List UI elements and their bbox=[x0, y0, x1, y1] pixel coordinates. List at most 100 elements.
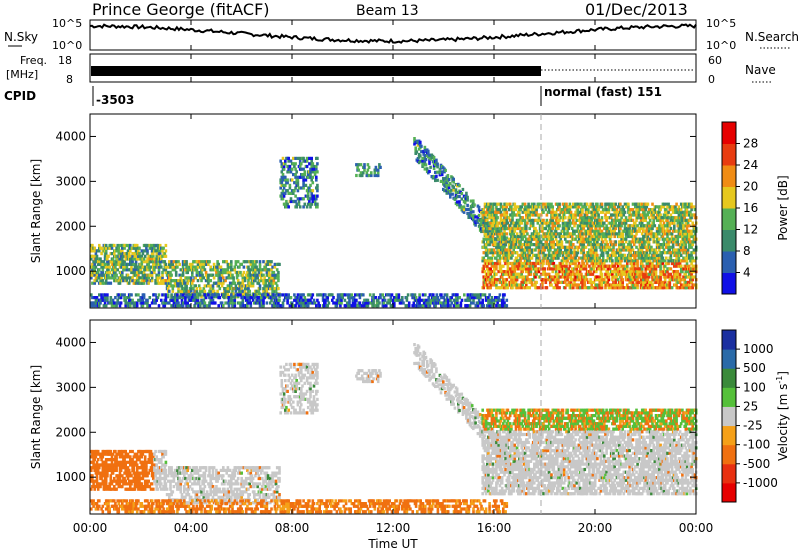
power-cell bbox=[513, 229, 517, 233]
power-cell bbox=[142, 296, 146, 300]
power-cell bbox=[535, 280, 538, 284]
power-cell bbox=[573, 253, 576, 257]
power-cell bbox=[554, 270, 558, 274]
power-cell bbox=[495, 280, 498, 284]
power-cell bbox=[284, 178, 287, 182]
power-cell bbox=[566, 245, 569, 249]
power-cell bbox=[90, 246, 93, 250]
power-cell bbox=[622, 213, 626, 217]
power-cell bbox=[395, 293, 398, 297]
power-cell bbox=[505, 202, 509, 206]
power-cell bbox=[583, 280, 587, 284]
power-cell bbox=[254, 270, 257, 275]
power-cell bbox=[141, 252, 145, 256]
power-cell bbox=[254, 293, 257, 297]
power-cell bbox=[521, 283, 525, 287]
power-cell bbox=[596, 240, 599, 244]
power-cell bbox=[569, 240, 573, 244]
power-cell bbox=[626, 229, 629, 233]
power-cell bbox=[523, 218, 527, 222]
power-cell bbox=[551, 208, 554, 212]
power-cell bbox=[272, 281, 276, 285]
power-cell bbox=[415, 150, 419, 154]
power-cell bbox=[528, 280, 531, 284]
cpid-value-2: normal (fast) 151 bbox=[544, 85, 662, 99]
power-cell bbox=[294, 173, 297, 177]
power-cell bbox=[531, 264, 535, 268]
power-cell bbox=[185, 262, 188, 266]
power-cell bbox=[258, 260, 262, 264]
power-cell bbox=[436, 170, 439, 174]
power-cell bbox=[169, 276, 172, 280]
power-cell bbox=[632, 237, 636, 241]
power-cell bbox=[630, 270, 634, 274]
power-cell bbox=[591, 243, 595, 247]
power-cell bbox=[580, 202, 583, 206]
power-cell bbox=[172, 301, 176, 305]
power-cell bbox=[592, 240, 596, 244]
power-cell bbox=[106, 296, 109, 300]
power-cell bbox=[351, 301, 355, 305]
power-cell bbox=[467, 207, 470, 211]
power-cell bbox=[458, 296, 461, 300]
nsky-label: N.Sky bbox=[4, 30, 38, 44]
power-cell bbox=[591, 248, 595, 252]
power-cell bbox=[216, 260, 219, 264]
power-cell bbox=[608, 226, 612, 231]
power-cell bbox=[611, 229, 614, 233]
power-cell bbox=[164, 254, 168, 258]
power-cell bbox=[196, 270, 200, 275]
power-cell bbox=[104, 252, 108, 256]
power-cell bbox=[525, 270, 528, 274]
power-cell bbox=[293, 293, 296, 297]
power-cell bbox=[459, 304, 463, 308]
power-cell bbox=[598, 275, 601, 279]
power-cell bbox=[546, 234, 550, 239]
power-cell bbox=[335, 304, 339, 308]
power-cell bbox=[191, 270, 194, 275]
power-cell bbox=[553, 280, 557, 284]
power-cell bbox=[292, 304, 295, 308]
power-cell bbox=[114, 270, 117, 275]
power-cell bbox=[596, 283, 599, 287]
power-cell bbox=[125, 268, 129, 272]
power-cell bbox=[125, 252, 129, 256]
power-cell bbox=[90, 257, 93, 261]
power-cell bbox=[153, 243, 156, 248]
power-cell bbox=[556, 286, 559, 290]
power-cell bbox=[477, 205, 481, 209]
power-cell bbox=[553, 216, 557, 220]
power-cell bbox=[265, 284, 269, 288]
power-cell bbox=[370, 171, 373, 175]
power-cell bbox=[129, 304, 132, 308]
power-cell bbox=[363, 168, 366, 172]
power-cell bbox=[122, 276, 125, 280]
power-cell bbox=[385, 304, 388, 308]
power-cell bbox=[491, 205, 495, 209]
power-cell bbox=[309, 197, 312, 201]
power-cell bbox=[196, 298, 200, 302]
power-cell bbox=[619, 240, 622, 244]
power-cell bbox=[523, 286, 527, 290]
power-cell bbox=[618, 229, 621, 233]
power-cell bbox=[222, 281, 225, 285]
power-cell bbox=[208, 301, 211, 305]
power-cell bbox=[106, 260, 109, 264]
power-cell bbox=[487, 232, 490, 236]
power-cell bbox=[234, 289, 238, 293]
power-cell bbox=[239, 270, 242, 275]
power-cell bbox=[277, 279, 280, 283]
power-cell bbox=[564, 280, 567, 284]
power-cell bbox=[629, 278, 632, 282]
power-cell bbox=[102, 281, 106, 285]
power-cell bbox=[306, 197, 310, 201]
power-cell bbox=[491, 253, 495, 257]
power-cell bbox=[100, 252, 103, 256]
power-cell bbox=[574, 210, 577, 214]
power-cell bbox=[530, 248, 534, 252]
power-cell bbox=[554, 218, 558, 222]
power-cell bbox=[292, 156, 295, 160]
power-cell bbox=[443, 304, 447, 308]
power-cell bbox=[624, 240, 628, 244]
power-cell bbox=[574, 221, 577, 225]
